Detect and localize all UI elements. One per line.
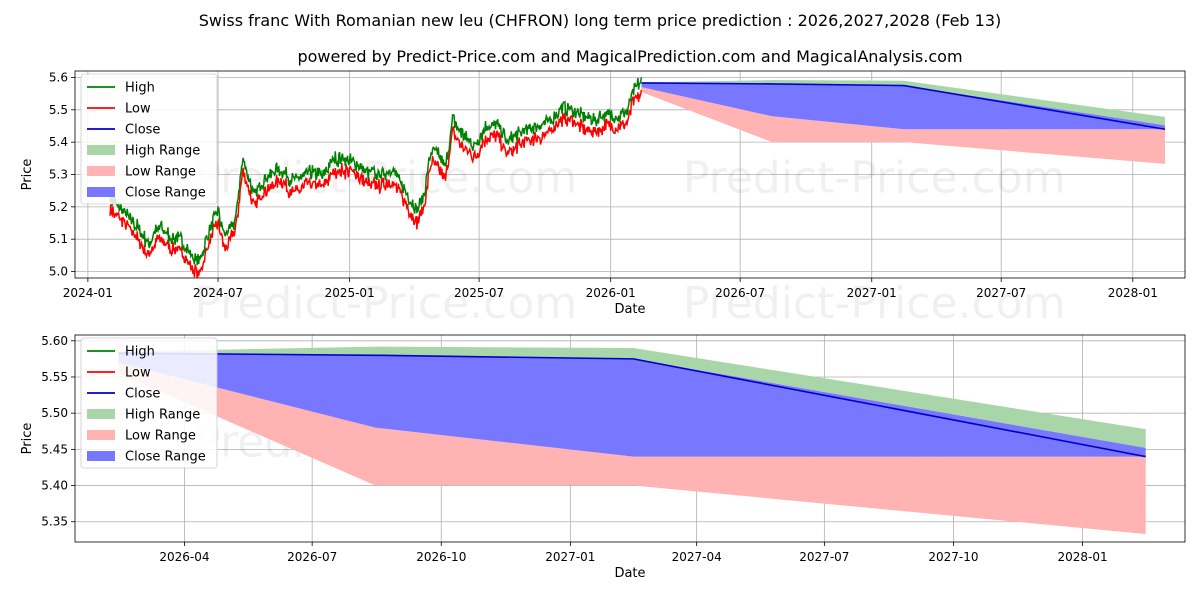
x-tick-label: 2026-04 [159, 550, 209, 564]
plot-area [118, 346, 1146, 535]
x-axis-label: Date [614, 566, 645, 581]
y-tick-label: 5.5 [49, 103, 68, 117]
y-tick-label: 5.45 [41, 442, 68, 456]
plot-frame [74, 334, 1186, 543]
legend-label: High [125, 81, 155, 96]
legend: High Low Close High Range Low Range Close Ran… [80, 337, 218, 469]
y-tick-label: 5.3 [49, 168, 68, 182]
high-history-line [109, 77, 643, 266]
legend-swatch-box [87, 166, 115, 176]
legend-label: Close Range [125, 186, 206, 201]
y-tick-label: 5.2 [49, 200, 68, 214]
low-history-line [109, 89, 643, 278]
x-tick-label: 2025-07 [454, 286, 504, 300]
y-tick-label: 5.55 [41, 370, 68, 384]
y-axis-label: Price [20, 159, 35, 191]
legend-label: Low [125, 102, 151, 117]
y-tick-label: 5.40 [41, 479, 68, 493]
y-tick-label: 5.6 [49, 70, 68, 84]
y-axis-label: Price [20, 423, 35, 455]
x-tick-label: 2026-01 [586, 286, 636, 300]
x-tick-label: 2025-01 [325, 286, 375, 300]
legend-swatch-box [87, 409, 115, 419]
legend-swatch-box [87, 145, 115, 155]
close-range-band [641, 82, 1165, 130]
x-tick-label: 2026-07 [287, 550, 337, 564]
y-tick-label: 5.60 [41, 334, 68, 348]
legend-swatch-box [87, 451, 115, 461]
y-tick-label: 5.0 [49, 265, 68, 279]
y-tick-label: 5.4 [49, 135, 68, 149]
chart-subtitle: powered by Predict-Price.com and Magical… [297, 47, 962, 66]
legend-label: High Range [125, 408, 200, 423]
legend-label: Close [125, 387, 160, 402]
legend-label: Low Range [125, 429, 196, 444]
x-tick-label: 2024-07 [193, 286, 243, 300]
x-tick-label: 2027-07 [976, 286, 1026, 300]
x-tick-label: 2027-04 [672, 550, 722, 564]
x-tick-label: 2027-01 [545, 550, 595, 564]
x-tick-label: 2027-07 [799, 550, 849, 564]
legend-swatch-box [87, 187, 115, 197]
low-range-band [118, 362, 1146, 535]
close-forecast-line [641, 82, 1166, 131]
x-tick-label: 2026-07 [715, 286, 765, 300]
legend-label: Low Range [125, 165, 196, 180]
x-tick-label: 2028-01 [1057, 550, 1107, 564]
x-tick-label: 2028-01 [1108, 286, 1158, 300]
x-tick-label: 2027-10 [928, 550, 978, 564]
panel-bottom: 2026-04 2026-07 2026-10 2027-01 2027-04 2027-… [20, 334, 1186, 581]
legend-label: High Range [125, 144, 200, 159]
y-tick-label: 5.35 [41, 515, 68, 529]
legend-label: Close Range [125, 450, 206, 465]
panel-top: 2024-01 2024-07 2025-01 2025-07 2026-01 2026-… [20, 70, 1186, 329]
close-forecast-line [118, 352, 1146, 458]
chart-title: Swiss franc With Romanian new leu (CHFRO… [199, 11, 1002, 30]
plot-area [109, 77, 1166, 278]
legend-swatch-box [87, 430, 115, 440]
watermark-text: Predict-Price.com [683, 153, 1066, 204]
legend-label: High [125, 345, 155, 360]
x-tick-label: 2027-01 [847, 286, 897, 300]
watermark-text: Predict-Price.com [194, 278, 577, 329]
y-tick-label: 5.1 [49, 232, 68, 246]
legend: High Low Close High Range Low Range Close Ran… [80, 73, 218, 205]
legend-label: Close [125, 123, 160, 138]
x-tick-label: 2026-10 [416, 550, 466, 564]
close-range-band [118, 353, 1146, 457]
x-tick-label: 2024-01 [63, 286, 113, 300]
low-range-band [641, 87, 1165, 164]
x-axis-label: Date [614, 302, 645, 317]
legend-label: Low [125, 366, 151, 381]
watermark-text: Predict-Price.com [683, 278, 1066, 329]
y-tick-label: 5.50 [41, 406, 68, 420]
plot-frame [74, 70, 1186, 279]
